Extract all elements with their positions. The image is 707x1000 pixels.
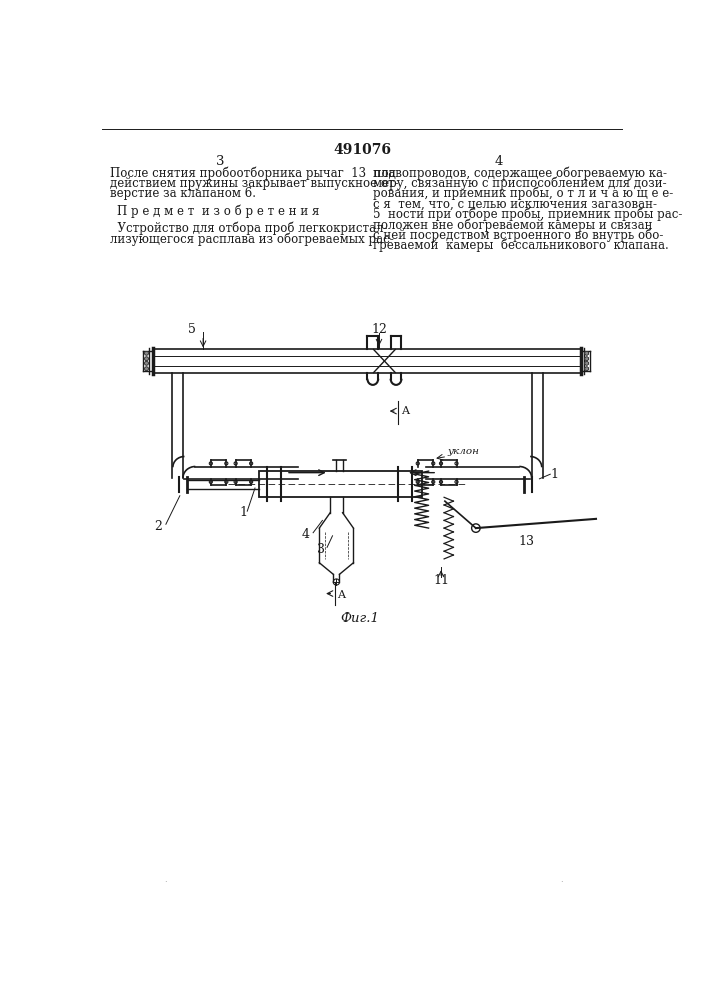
Circle shape <box>585 351 589 355</box>
Text: меру, связанную с приспособлением для дози-: меру, связанную с приспособлением для до… <box>373 177 667 190</box>
Text: 5: 5 <box>187 323 195 336</box>
Text: A: A <box>401 406 409 416</box>
Circle shape <box>585 361 589 365</box>
Text: Фиг.1: Фиг.1 <box>340 612 379 625</box>
Circle shape <box>585 357 589 361</box>
Text: П р е д м е т  и з о б р е т е н и я: П р е д м е т и з о б р е т е н и я <box>117 205 320 218</box>
Text: положен вне обогреваемой камеры и связан: положен вне обогреваемой камеры и связан <box>373 218 653 232</box>
Circle shape <box>144 367 148 371</box>
Circle shape <box>585 367 589 371</box>
Text: с ней посредством встроенного во внутрь обо-: с ней посредством встроенного во внутрь … <box>373 229 663 242</box>
Text: действием пружины закрывает выпускное от-: действием пружины закрывает выпускное от… <box>110 177 399 190</box>
Text: 12: 12 <box>371 323 387 336</box>
Circle shape <box>144 351 148 355</box>
Text: A: A <box>337 590 345 600</box>
Bar <box>259 471 421 497</box>
Text: лизующегося расплава из обогреваемых рас-: лизующегося расплава из обогреваемых рас… <box>110 232 394 246</box>
Text: ·: · <box>165 878 167 887</box>
Text: После снятия пробоотборника рычаг  13  под: После снятия пробоотборника рычаг 13 под <box>110 166 396 180</box>
Circle shape <box>144 357 148 361</box>
Text: 13: 13 <box>518 535 534 548</box>
Text: 11: 11 <box>433 574 449 587</box>
Text: ·: · <box>560 878 563 887</box>
Text: 2: 2 <box>154 520 162 533</box>
Circle shape <box>144 361 148 365</box>
Text: 3: 3 <box>317 543 325 556</box>
Text: греваемой  камеры  бессальникового  клапана.: греваемой камеры бессальникового клапана… <box>373 239 669 252</box>
Text: 1: 1 <box>240 506 247 519</box>
Text: 5  ности при отборе пробы, приемник пробы рас-: 5 ности при отборе пробы, приемник пробы… <box>373 208 682 221</box>
Text: 4: 4 <box>301 528 310 541</box>
Text: уклон: уклон <box>448 447 479 456</box>
Text: с я  тем, что, с целью исключения загазован-: с я тем, что, с целью исключения загазов… <box>373 197 657 210</box>
Text: рования, и приемник пробы, о т л и ч а ю щ е е-: рования, и приемник пробы, о т л и ч а ю… <box>373 187 673 200</box>
Text: плавопроводов, содержащее обогреваемую ка-: плавопроводов, содержащее обогреваемую к… <box>373 166 667 180</box>
Text: 3: 3 <box>216 155 224 168</box>
Text: верстие за клапаном 6.: верстие за клапаном 6. <box>110 187 256 200</box>
Text: Устройство для отбора проб легкокристал-: Устройство для отбора проб легкокристал- <box>110 222 387 235</box>
Text: 1: 1 <box>551 468 559 481</box>
Text: 491076: 491076 <box>333 143 391 157</box>
Text: 4: 4 <box>495 155 503 168</box>
